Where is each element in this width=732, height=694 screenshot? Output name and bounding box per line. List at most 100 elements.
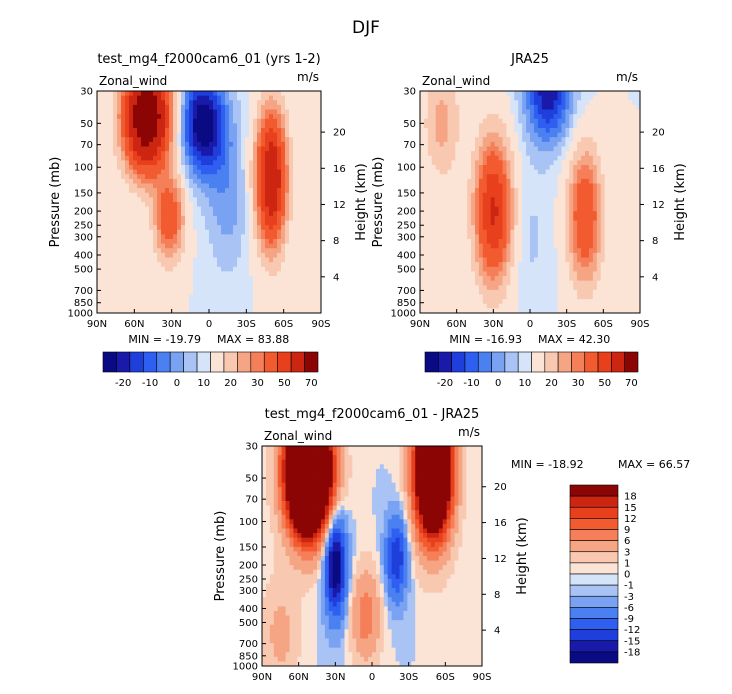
contour-cell [424,137,428,142]
contour-cell [554,248,558,253]
contour-cell [237,184,241,189]
contour-cell [451,253,455,258]
contour-cell [467,258,471,263]
contour-cell [522,202,526,207]
contour-cell [305,248,309,253]
contour-cell [117,221,121,226]
contour-cell [518,91,522,96]
contour-cell [581,133,585,138]
contour-cell [237,225,241,230]
contour-cell [526,114,530,119]
contour-cell [620,147,624,152]
contour-cell [565,174,569,179]
contour-cell [542,100,546,105]
contour-cell [277,114,281,119]
contour-cell [233,248,237,253]
contour-cell [105,151,109,156]
contour-cell [451,202,455,207]
contour-cell [277,105,281,110]
contour-cell [432,267,436,272]
contour-cell [161,299,165,304]
contour-cell [297,114,301,119]
contour-cell [229,184,233,189]
contour-cell [161,179,165,184]
contour-cell [628,174,632,179]
contour-cell [530,193,534,198]
contour-cell [518,258,522,263]
contour-cell [479,262,483,267]
contour-cell [129,133,133,138]
contour-cell [526,119,530,124]
contour-cell [241,137,245,142]
contour-cell [157,123,161,128]
contour-cell [229,234,233,239]
max-label: MAX = 83.88 [217,333,289,346]
contour-cell [471,142,475,147]
y-tick-label: 400 [74,250,93,261]
contour-cell [217,285,221,290]
contour-cell [257,299,261,304]
contour-cell [305,170,309,175]
contour-cell [285,133,289,138]
contour-cell [573,211,577,216]
contour-cell [593,225,597,230]
contour-cell [157,248,161,253]
contour-cell [313,105,317,110]
contour-cell [428,156,432,161]
contour-cell [101,147,105,152]
contour-cell [530,271,534,276]
contour-cell [129,276,133,281]
contour-cell [177,304,181,309]
contour-cell [125,244,129,249]
contour-cell [613,160,617,165]
contour-cell [424,244,428,249]
contour-cell [105,184,109,189]
contour-cell [573,216,577,221]
contour-cell [624,188,628,193]
contour-cell [225,156,229,161]
contour-cell [424,234,428,239]
contour-cell [109,230,113,235]
contour-cell [197,105,201,110]
contour-cell [173,267,177,272]
contour-cell [542,174,546,179]
contour-cell [233,262,237,267]
contour-cell [141,114,145,119]
contour-cell [293,170,297,175]
contour-cell [181,253,185,258]
contour-cell [233,295,237,300]
contour-cell [133,276,137,281]
contour-cell [141,253,145,258]
contour-cell [301,123,305,128]
contour-cell [550,202,554,207]
contour-cell [483,221,487,226]
contour-cell [277,137,281,142]
contour-cell [169,244,173,249]
contour-cell [297,137,301,142]
contour-cell [101,151,105,156]
contour-cell [141,170,145,175]
contour-cell [530,207,534,212]
contour-cell [145,248,149,253]
contour-cell [593,258,597,263]
contour-cell [205,290,209,295]
contour-cell [113,96,117,101]
contour-cell [538,207,542,212]
contour-cell [305,299,309,304]
contour-cell [459,128,463,133]
contour-cell [117,304,121,309]
contour-cell [309,133,313,138]
contour-cell [133,299,137,304]
contour-cell [459,91,463,96]
contour-cell [253,170,257,175]
contour-cell [221,221,225,226]
contour-cell [149,304,153,309]
contour-cell [565,230,569,235]
contour-cell [105,253,109,258]
contour-cell [589,91,593,96]
contour-cell [506,258,510,263]
contour-cell [181,271,185,276]
contour-cell [145,174,149,179]
contour-cell [503,234,507,239]
contour-cell [440,147,444,152]
